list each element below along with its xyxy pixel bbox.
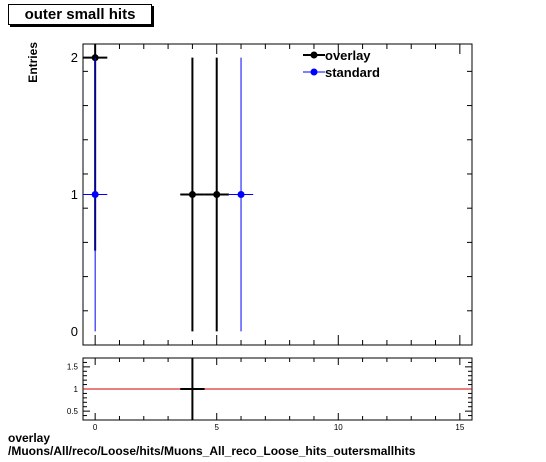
y-axis-label: Entries bbox=[26, 42, 40, 83]
legend-label: overlay bbox=[325, 48, 371, 63]
plot-frame bbox=[82, 43, 473, 346]
legend-entry: overlay bbox=[303, 48, 371, 63]
y-tick-label: 0.5 bbox=[67, 407, 79, 416]
footer-line-2: /Muons/All/reco/Loose/hits/Muons_All_rec… bbox=[8, 444, 416, 458]
legend-label: standard bbox=[325, 65, 380, 80]
ratio-plot: 0 5 10 15 0.5 1 1.5 bbox=[67, 357, 473, 432]
y-tick-label: 0 bbox=[71, 324, 78, 339]
x-tick-label: 10 bbox=[334, 423, 343, 432]
x-tick-label: 0 bbox=[93, 423, 98, 432]
footer-line-1: overlay bbox=[8, 431, 51, 445]
y-tick-label: 2 bbox=[71, 50, 78, 65]
data-point bbox=[91, 191, 99, 198]
y-tick-label: 1.5 bbox=[67, 363, 79, 372]
legend-marker bbox=[310, 51, 318, 59]
data-point bbox=[188, 191, 196, 198]
legend-entry: standard bbox=[303, 65, 380, 80]
main-plot: 0 1 2 Entries overlay standard bbox=[26, 42, 473, 346]
x-tick-label: 15 bbox=[455, 423, 464, 432]
series-standard bbox=[83, 57, 254, 332]
y-tick-label: 1 bbox=[74, 385, 79, 394]
series-overlay bbox=[83, 44, 229, 332]
series-ratio bbox=[180, 358, 205, 420]
chart-title: outer small hits bbox=[8, 4, 152, 25]
legend-marker bbox=[310, 68, 318, 76]
legend: overlay standard bbox=[303, 48, 380, 80]
data-point bbox=[213, 191, 221, 198]
y-tick-label: 1 bbox=[71, 187, 78, 202]
data-point bbox=[237, 191, 245, 198]
x-tick-label: 5 bbox=[214, 423, 219, 432]
